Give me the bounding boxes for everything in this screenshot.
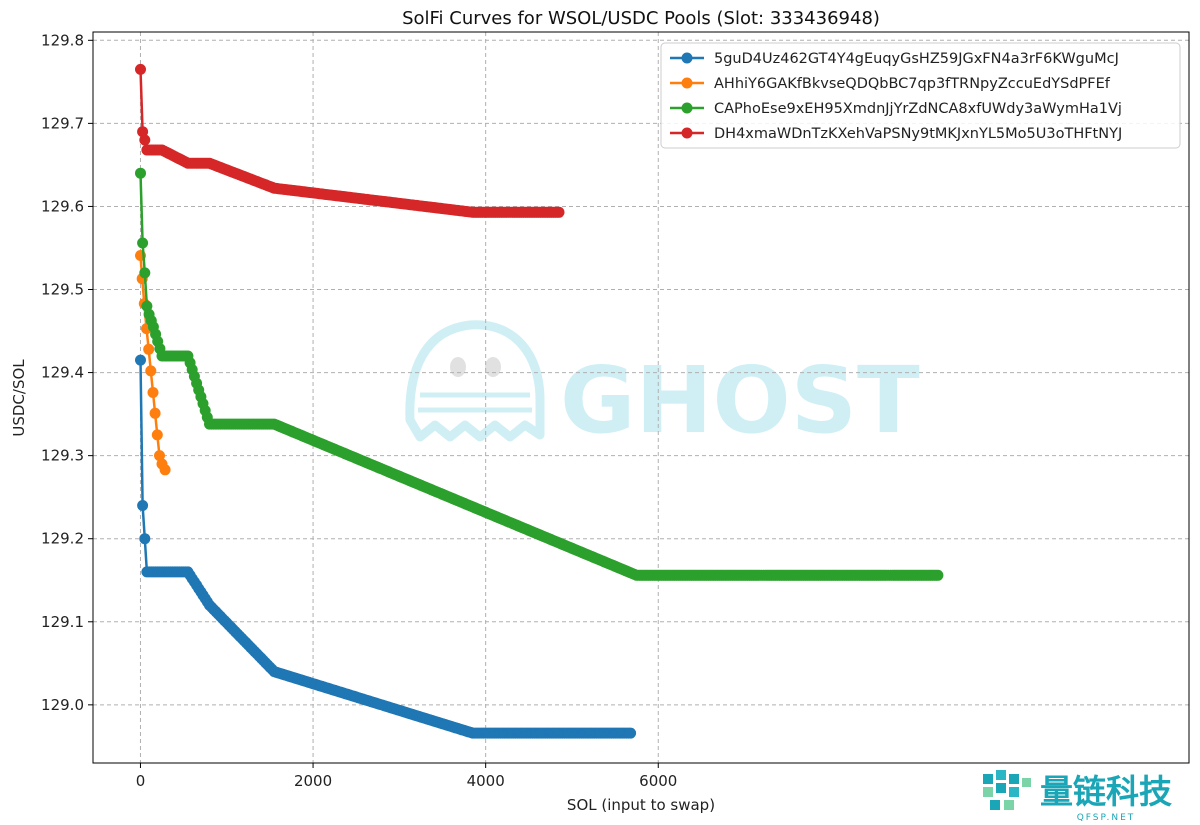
chart-title: SolFi Curves for WSOL/USDC Pools (Slot: … (402, 8, 880, 29)
data-point (137, 237, 149, 249)
y-axis-label: USDC/SOL (10, 359, 28, 437)
plot-frame (92, 31, 1190, 764)
data-point (139, 267, 151, 279)
data-point (149, 407, 161, 419)
y-tick-label: 129.1 (41, 613, 84, 631)
legend-label: AHhiY6GAKfBkvseQDQbBC7qp3fTRNpyZccuEdYSd… (714, 76, 1111, 92)
y-tick-label: 129.3 (41, 447, 84, 465)
ghost-watermark: GHOST (405, 320, 920, 454)
y-tick-label: 129.5 (41, 281, 84, 299)
legend-label: DH4xmaWDnTzKXehVaPSNy9tMKJxnYL5Mo5U3oTHF… (714, 126, 1122, 142)
y-tick-label: 129.2 (41, 530, 84, 548)
legend-box (660, 42, 1181, 149)
data-point (137, 126, 149, 138)
y-tick-label: 129.0 (41, 696, 84, 714)
data-point (151, 429, 163, 441)
data-point (154, 450, 165, 462)
series-4 (135, 63, 565, 218)
data-point (139, 134, 151, 146)
data-point (143, 343, 155, 355)
data-point (141, 300, 153, 312)
series-line (139, 69, 559, 214)
legend-marker (681, 127, 693, 139)
data-point (553, 206, 565, 218)
x-axis-label: SOL (input to swap) (567, 796, 715, 814)
data-point (139, 533, 151, 545)
series-3 (135, 167, 944, 581)
data-point (135, 63, 146, 75)
series-layer (135, 63, 944, 739)
legend: 5guD4Uz462GT4Y4gEuqyGsHZ59JGxFN4a3rF6KWg… (660, 42, 1181, 149)
x-tick-label: 6000 (639, 772, 677, 790)
data-point (135, 354, 146, 366)
data-point (159, 464, 171, 476)
x-tick-label: 0 (136, 772, 146, 790)
data-point (145, 365, 157, 377)
watermark-text: GHOST (560, 347, 920, 454)
x-tick-label: 2000 (294, 772, 332, 790)
data-point (135, 167, 146, 179)
legend-label: 5guD4Uz462GT4Y4gEuqyGsHZ59JGxFN4a3rF6KWg… (714, 51, 1119, 67)
legend-label: CAPhoEse9xEH95XmdnJjYrZdNCA8xfUWdy3aWymH… (714, 101, 1122, 117)
ghost-icon (405, 320, 545, 442)
puzzle-icon (983, 770, 1031, 810)
brand-name: 量链科技 (1040, 772, 1172, 811)
x-tick-label: 4000 (467, 772, 505, 790)
y-tick-label: 129.8 (41, 31, 84, 49)
legend-marker (681, 77, 693, 89)
series-1 (135, 354, 637, 739)
brand-logo: 量链科技 QFSP.NET (983, 770, 1172, 823)
ticks: 0 2000 4000 6000 129.0 129.1 129.2 129.3 129.4 12… (41, 31, 677, 790)
data-point (147, 387, 159, 398)
data-point (625, 727, 637, 739)
y-tick-label: 129.4 (41, 364, 84, 382)
y-tick-label: 129.6 (41, 197, 84, 215)
data-point (932, 569, 944, 581)
data-point (137, 500, 149, 511)
y-tick-label: 129.7 (41, 114, 84, 132)
legend-marker (681, 102, 693, 114)
brand-domain: QFSP.NET (1077, 813, 1136, 823)
legend-marker (681, 52, 693, 64)
